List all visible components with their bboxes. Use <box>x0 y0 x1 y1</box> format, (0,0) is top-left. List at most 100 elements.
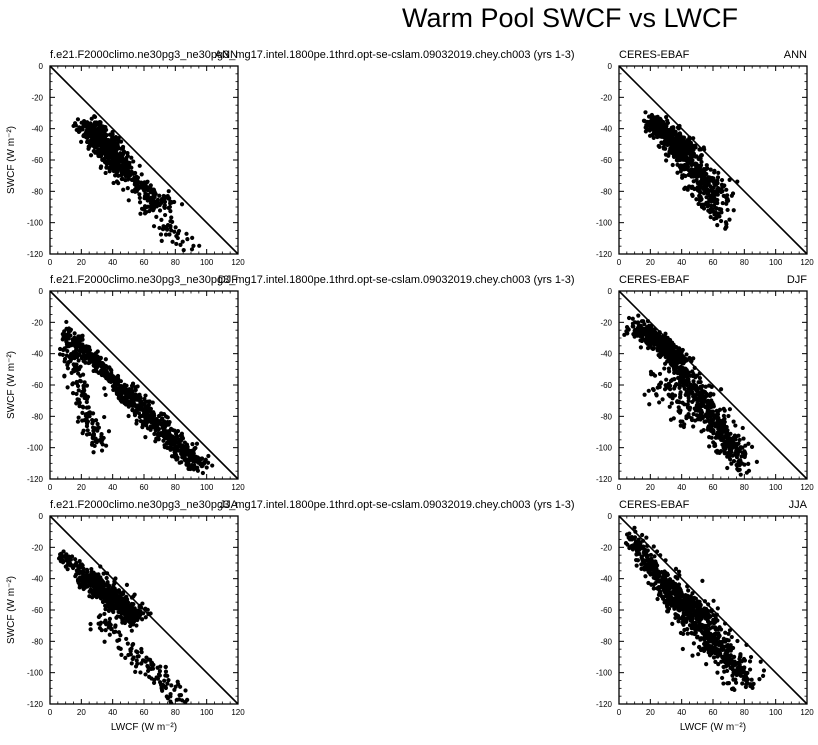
panel-5-point-262 <box>727 628 733 633</box>
panel-2-point-414 <box>90 421 95 426</box>
panel-2-point-186 <box>91 368 96 374</box>
panel-3-point-385 <box>651 337 656 342</box>
panel-0-point-706 <box>159 217 164 222</box>
panel-3-point-879 <box>698 413 703 419</box>
panel-1-point-658 <box>715 192 720 197</box>
panel-5-point-637 <box>705 636 710 641</box>
panel-1-point-753 <box>697 198 703 203</box>
panel-2-point-213 <box>115 376 120 381</box>
panel-3-point-369 <box>639 329 644 335</box>
panel-1-point-665 <box>697 156 702 161</box>
panel-4-point-683 <box>140 658 146 663</box>
panel-4-point-677 <box>97 625 103 631</box>
panel-5-points <box>623 525 767 693</box>
panel-3-point-938 <box>677 385 682 390</box>
panel-3-point-570 <box>691 424 696 429</box>
panel-2-point-826 <box>135 384 140 389</box>
panel-5-point-209 <box>696 652 701 657</box>
panel-5-point-632 <box>693 620 698 625</box>
panel-4-point-546 <box>104 592 109 597</box>
panel-3-point-825 <box>691 379 696 384</box>
panel-2-point-862 <box>200 463 205 468</box>
panel-3-point-862 <box>721 445 726 450</box>
panel-0-point-592 <box>116 173 121 178</box>
panel-4-point-670 <box>163 685 169 691</box>
panel-2-ylabel: SWCF (W m⁻²) <box>6 351 17 419</box>
panel-0-point-484 <box>102 135 108 140</box>
panel-2-point-286 <box>76 415 81 420</box>
panel-1-point-686 <box>679 163 684 168</box>
panel-4-case-label: f.e21.F2000climo.ne30pg3_ne30pg3_mg17.in… <box>50 499 574 511</box>
panel-4-point-430 <box>84 573 89 578</box>
panel-4-point-645 <box>128 649 133 654</box>
panel-3-point-493 <box>718 387 724 392</box>
panel-2-point-232 <box>77 348 82 353</box>
panel-0-point-677 <box>143 183 148 188</box>
panel-1-point-691 <box>712 170 717 175</box>
panel-0-point-700 <box>185 237 190 242</box>
panel-1-point-371 <box>658 117 663 123</box>
panel-3-point-911 <box>669 401 674 406</box>
panel-3-point-252 <box>639 319 645 324</box>
panel-0-point-665 <box>111 159 116 164</box>
panel-1-point-646 <box>715 188 720 193</box>
panel-2-xtick-label-5: 100 <box>200 483 214 492</box>
panel-0-point-57 <box>75 117 81 122</box>
panel-0-point-623 <box>104 165 109 170</box>
panel-2-point-419 <box>74 391 79 397</box>
panel-3-point-712 <box>686 398 691 403</box>
panel-4-point-377 <box>128 623 133 629</box>
panel-3-point-737 <box>741 450 746 455</box>
panel-5-point-601 <box>715 654 720 659</box>
panel-4-xtick-label-2: 40 <box>108 708 117 717</box>
panel-0-point-711 <box>172 229 177 234</box>
panel-3-ytick-label-1: -20 <box>600 318 612 327</box>
panel-2-point-856 <box>121 390 127 395</box>
panel-0-point-686 <box>174 241 179 247</box>
panel-1-point-642 <box>679 142 684 147</box>
panel-0-point-627 <box>162 199 168 205</box>
panel-2-point-847 <box>145 399 151 404</box>
panel-2-point-899 <box>116 388 121 393</box>
panel-0-plot: 0 20 40 60 80 100 1200-20-40-60-80-100-120f.e2… <box>6 49 574 267</box>
panel-5-point-197 <box>640 545 645 550</box>
panel-3-point-858 <box>736 468 741 473</box>
panel-5-point-513 <box>696 624 701 629</box>
panel-4-point-566 <box>125 641 130 646</box>
panel-3-point-331 <box>624 325 630 330</box>
panel-3-xtick-label-1: 20 <box>646 483 655 492</box>
panel-0-ytick-label-4: -80 <box>31 187 43 196</box>
panel-4-point-548 <box>80 580 85 585</box>
panel-3-point-811 <box>739 454 744 459</box>
panel-2-point-792 <box>113 386 118 391</box>
panel-3-point-807 <box>719 431 724 436</box>
panel-4-point-419 <box>114 615 119 620</box>
panel-0-point-595 <box>167 196 172 201</box>
panel-2-point-140 <box>102 386 107 391</box>
panel-2-point-781 <box>154 423 160 428</box>
panel-3-point-934 <box>650 386 656 392</box>
panel-1-point-586 <box>701 145 706 150</box>
panel-1-point-758 <box>697 193 702 198</box>
panel-2-point-528 <box>200 470 205 476</box>
panel-2-point-359 <box>95 421 100 427</box>
panel-4-xtick-label-5: 100 <box>200 708 214 717</box>
panel-3-point-919 <box>660 397 665 402</box>
panel-0-point-727 <box>151 206 156 211</box>
panel-2-point-884 <box>177 448 182 453</box>
panel-4-point-520 <box>111 609 116 615</box>
panel-2-point-412 <box>84 394 89 399</box>
panel-4-xtick-label-0: 0 <box>48 708 53 717</box>
panel-3-point-52 <box>638 345 644 350</box>
panel-2-point-889 <box>149 416 154 421</box>
panel-5-point-141 <box>655 577 660 583</box>
panel-0-point-497 <box>87 139 92 144</box>
figure-title: Warm Pool SWCF vs LWCF <box>402 3 738 33</box>
panel-5-point-688 <box>740 681 745 686</box>
panel-5-point-410 <box>733 680 739 685</box>
panel-2-xtick-label-3: 60 <box>140 483 149 492</box>
panel-5-point-192 <box>649 556 654 561</box>
panel-5-point-153 <box>627 537 633 542</box>
panel-4-point-539 <box>106 584 112 589</box>
panel-1-xtick-label-1: 20 <box>646 258 655 267</box>
